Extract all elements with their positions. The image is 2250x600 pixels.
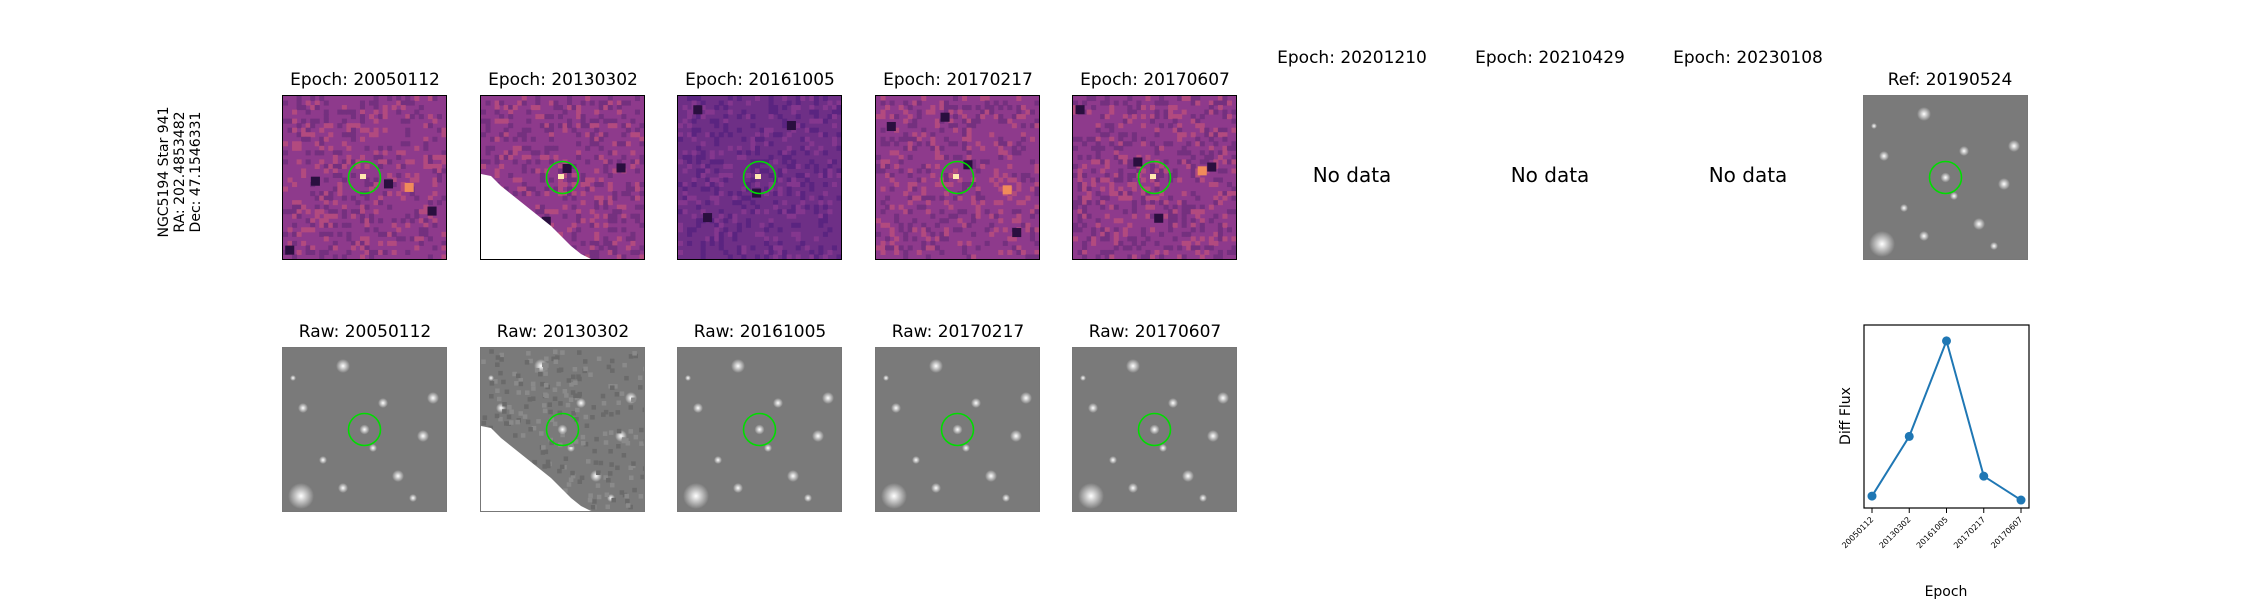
x-tick-label-20050112: 20050112 — [1840, 515, 1875, 550]
data-point-20050112 — [1867, 491, 1877, 501]
diff-title-2: Epoch: 20161005 — [685, 70, 835, 90]
diff-title-0: Epoch: 20050112 — [290, 70, 440, 90]
diff-image-0 — [282, 95, 447, 260]
data-point-20161005 — [1942, 336, 1951, 346]
reference-image — [1863, 95, 2028, 260]
raw-title-2: Raw: 20161005 — [693, 322, 827, 342]
diff-image-2 — [677, 95, 842, 260]
raw-image-2 — [677, 347, 842, 512]
raw-image-3 — [875, 347, 1040, 512]
raw-title-1: Raw: 20130302 — [496, 322, 630, 342]
series-line — [1871, 337, 2022, 501]
data-point-20130302 — [1904, 431, 1914, 441]
diff-title-6: Epoch: 20210429 — [1475, 48, 1625, 68]
no-data-6: No data — [1510, 163, 1590, 187]
x-tick-label-20170217: 20170217 — [1952, 515, 1987, 550]
raw-image-4 — [1072, 347, 1237, 512]
diff-flux-chart: 20050112 20130302 20161005 20170217 20170607… — [1838, 324, 2030, 600]
raw-title-3: Raw: 20170217 — [891, 322, 1025, 342]
raw-image-1 — [480, 347, 645, 512]
no-data-5: No data — [1312, 163, 1392, 187]
diff-image-3 — [875, 95, 1040, 260]
diff-image-1 — [480, 95, 645, 260]
raw-title-4: Raw: 20170607 — [1088, 322, 1222, 342]
diff-title-3: Epoch: 20170217 — [883, 70, 1033, 90]
target-info-label: NGC5194 Star 941 RA: 202.4853482 Dec: 47… — [156, 77, 204, 267]
x-tick-label-20170607: 20170607 — [1989, 515, 2024, 550]
data-point-20170217 — [1979, 471, 1989, 481]
raw-image-0 — [282, 347, 447, 512]
chart-frame — [1863, 324, 2030, 509]
chart-xlabel: Epoch — [1925, 584, 1968, 600]
target-name: NGC5194 Star 941 — [156, 106, 172, 238]
raw-title-0: Raw: 20050112 — [298, 322, 432, 342]
data-point-20170607 — [2016, 495, 2026, 505]
diff-title-7: Epoch: 20230108 — [1673, 48, 1823, 68]
target-ra: RA: 202.4853482 — [172, 111, 188, 233]
diff-title-1: Epoch: 20130302 — [488, 70, 638, 90]
x-tick-label-20130302: 20130302 — [1878, 515, 1913, 550]
target-dec: Dec: 47.1546331 — [188, 111, 204, 233]
diff-image-4 — [1072, 95, 1237, 260]
diff-title-4: Epoch: 20170607 — [1080, 70, 1230, 90]
no-data-7: No data — [1708, 163, 1788, 187]
x-tick-label-20161005: 20161005 — [1915, 515, 1950, 550]
reference-title: Ref: 20190524 — [1887, 70, 2013, 90]
chart-ylabel: Diff Flux — [1838, 387, 1854, 445]
diff-title-5: Epoch: 20201210 — [1277, 48, 1427, 68]
